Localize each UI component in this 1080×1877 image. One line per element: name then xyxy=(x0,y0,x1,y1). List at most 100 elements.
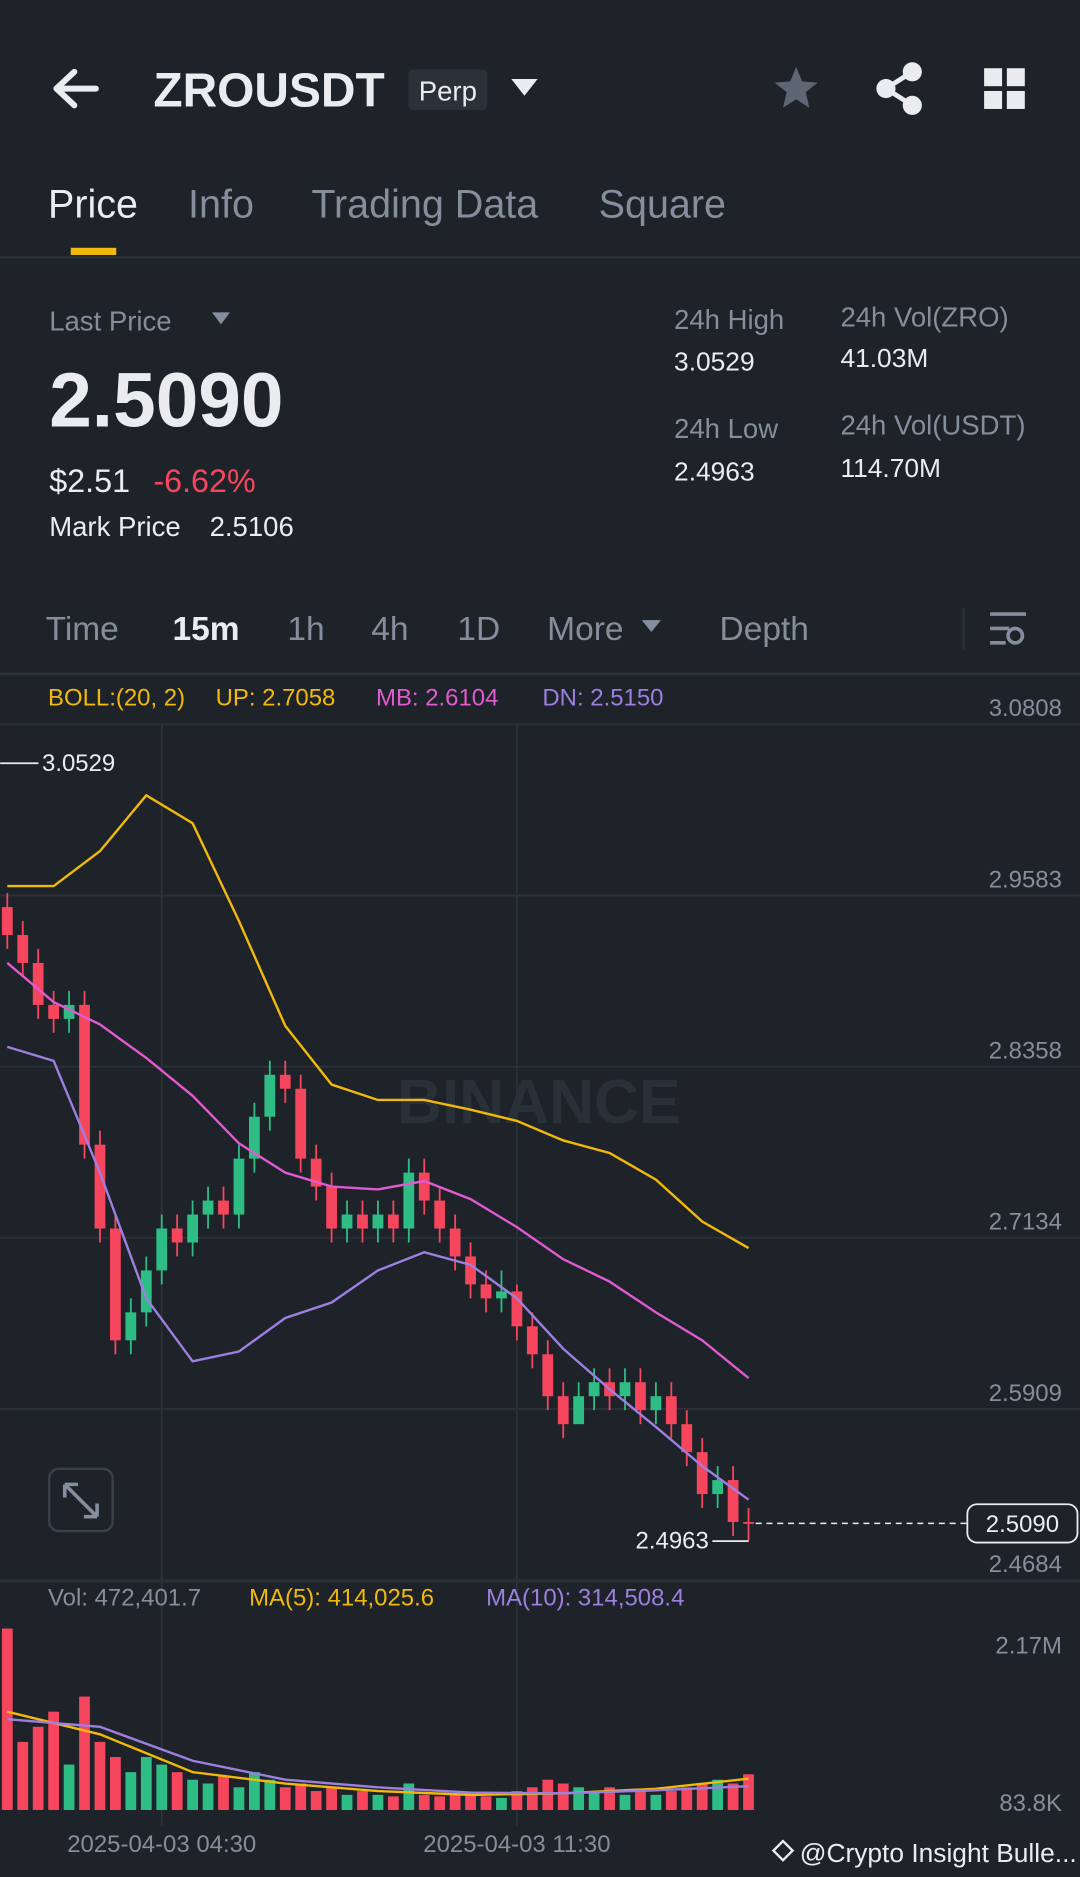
candle-body xyxy=(573,1396,585,1425)
separator xyxy=(962,608,965,649)
credit: @Crypto Insight Bulle... xyxy=(800,1838,1077,1868)
low-marker-label: 2.4963 xyxy=(636,1528,709,1555)
symbol-dropdown[interactable] xyxy=(511,79,538,96)
expand-button[interactable] xyxy=(48,1467,114,1533)
candle-body xyxy=(696,1452,708,1495)
volume-bar xyxy=(326,1787,337,1810)
candle-body xyxy=(48,1004,60,1019)
y-tick-label: 3.0808 xyxy=(989,695,1062,722)
volume-bar xyxy=(248,1772,260,1810)
volume-bar xyxy=(635,1791,646,1810)
boll-line xyxy=(6,1045,750,1501)
y-tick-label: 2.5909 xyxy=(989,1380,1062,1407)
expand-icon[interactable] xyxy=(62,1482,99,1519)
candle-body xyxy=(140,1270,152,1313)
tab[interactable]: Info xyxy=(188,183,254,227)
last-price-label[interactable]: Last Price xyxy=(49,305,171,336)
candle-body xyxy=(449,1228,461,1257)
candle-body xyxy=(233,1158,245,1215)
boll-legend: BOLL:(20, 2) xyxy=(48,684,185,711)
x-tick-label: 2025-04-03 04:30 xyxy=(67,1831,256,1858)
watermark: BINANCE xyxy=(397,1068,681,1137)
volume-bar xyxy=(465,1794,476,1810)
candle-body xyxy=(279,1074,291,1089)
volume-bar xyxy=(696,1783,708,1810)
price-change: -6.62% xyxy=(153,463,255,499)
interval[interactable]: More xyxy=(547,611,623,648)
candle-body xyxy=(32,962,44,1005)
candle-body xyxy=(712,1480,724,1495)
more-dropdown[interactable] xyxy=(641,620,661,633)
tab[interactable]: Square xyxy=(599,183,726,227)
volume-bar xyxy=(665,1791,677,1810)
interval[interactable]: Time xyxy=(46,611,119,648)
candle-body xyxy=(372,1214,384,1229)
stat-label: 24h Vol(USDT) xyxy=(840,409,1025,440)
high-marker-label: 3.0529 xyxy=(42,750,115,777)
interval[interactable]: 4h xyxy=(371,611,408,648)
candle-body xyxy=(295,1088,307,1159)
volume-bar xyxy=(372,1794,384,1810)
candle-body xyxy=(63,1004,75,1019)
candle-body xyxy=(17,935,29,963)
favorite-icon[interactable] xyxy=(774,67,818,108)
candle-body xyxy=(496,1291,507,1299)
volume-bar xyxy=(511,1791,523,1810)
candle-body xyxy=(125,1312,137,1341)
tab-active[interactable]: Price xyxy=(48,183,138,227)
candle-body xyxy=(79,1004,90,1145)
candle-body xyxy=(248,1116,260,1159)
volume-bar xyxy=(387,1796,399,1810)
candle-body xyxy=(218,1200,229,1215)
grid-icon[interactable] xyxy=(984,68,1025,109)
candle-body xyxy=(341,1214,353,1229)
interval-active[interactable]: 15m xyxy=(173,611,240,648)
volume-bar xyxy=(295,1783,307,1810)
legend-entry: UP: 2.7058 xyxy=(216,684,336,711)
volume-bar xyxy=(357,1791,368,1810)
volume-bar xyxy=(403,1783,415,1810)
volume-bar xyxy=(449,1793,461,1810)
volume-bar xyxy=(727,1783,739,1810)
tab[interactable]: Trading Data xyxy=(311,183,538,227)
y-tick-label: 2.8358 xyxy=(989,1038,1062,1065)
boll-line xyxy=(6,962,750,1379)
interval[interactable]: 1D xyxy=(457,611,500,648)
candle-body xyxy=(480,1284,492,1299)
candle-body xyxy=(1,907,13,936)
volume-legend: Vol: 472,401.7 xyxy=(48,1585,201,1612)
chart-settings[interactable] xyxy=(990,612,1027,645)
last-price-dropdown[interactable] xyxy=(212,312,230,325)
legend-entry: DN: 2.5150 xyxy=(542,684,663,711)
share-icon[interactable] xyxy=(876,62,922,115)
stat-value: 114.70M xyxy=(840,453,941,483)
volume-bar xyxy=(434,1796,446,1810)
candle-body xyxy=(526,1326,538,1355)
candle-body xyxy=(171,1228,183,1243)
volume-bar xyxy=(650,1794,662,1810)
stat-label: 24h Low xyxy=(674,413,778,444)
volume-bar xyxy=(557,1783,569,1810)
tab-indicator xyxy=(70,247,117,255)
volume-bar xyxy=(712,1779,724,1810)
volume-bar xyxy=(110,1757,121,1810)
candle-body xyxy=(156,1228,168,1271)
volume-bar xyxy=(573,1787,585,1810)
back-button[interactable] xyxy=(53,68,99,109)
candle-body xyxy=(264,1074,276,1117)
candle-body xyxy=(619,1382,631,1397)
candle-body xyxy=(743,1521,754,1524)
symbol[interactable]: ZROUSDT xyxy=(153,64,384,117)
candle-body xyxy=(650,1396,662,1411)
candle-body xyxy=(326,1186,337,1229)
volume-bar xyxy=(480,1796,492,1810)
volume-bar xyxy=(341,1794,353,1810)
volume-bar xyxy=(743,1774,754,1810)
interval[interactable]: 1h xyxy=(287,611,324,648)
volume-bar xyxy=(588,1791,600,1810)
stat-value: 41.03M xyxy=(840,343,928,373)
last-price-label: 2.5090 xyxy=(986,1511,1059,1538)
volume-bar xyxy=(32,1726,44,1810)
interval[interactable]: Depth xyxy=(720,611,809,648)
